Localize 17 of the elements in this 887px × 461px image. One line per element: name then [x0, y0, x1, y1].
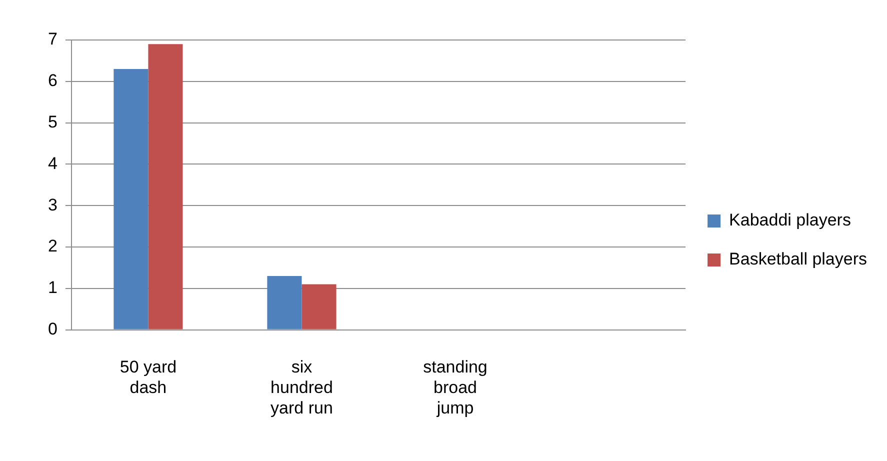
- x-tick-label: six hundred yard run: [270, 358, 333, 418]
- x-tick-label: standing broad jump: [423, 358, 488, 418]
- y-tick-label: 2: [48, 236, 58, 256]
- legend-label: Basketball players: [729, 250, 868, 269]
- bar: [267, 276, 302, 330]
- legend-label: Kabaddi players: [729, 210, 851, 230]
- y-tick-label: 5: [48, 112, 58, 132]
- y-tick-label: 4: [48, 154, 58, 173]
- x-tick-label: 50 yard dash: [120, 358, 177, 398]
- y-tick-label: 0: [48, 319, 58, 338]
- bar: [302, 284, 336, 330]
- y-tick-label: 3: [48, 195, 58, 214]
- bar: [148, 44, 183, 330]
- y-tick-label: 6: [48, 71, 58, 90]
- bar: [114, 68, 148, 330]
- y-tick-label: 1: [48, 278, 58, 298]
- y-tick-label: 7: [48, 30, 58, 49]
